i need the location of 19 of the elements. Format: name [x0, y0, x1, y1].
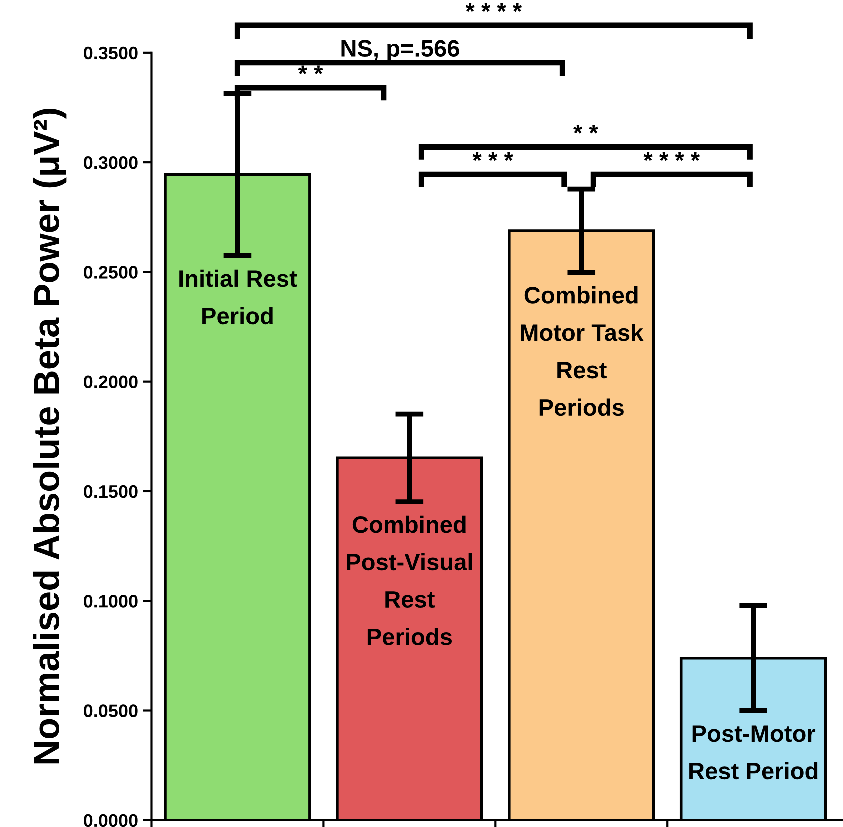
y-tick-label: 0.2000	[84, 376, 138, 389]
annotation: NS, p=.566	[342, 40, 460, 62]
x-tick-label: Post-Motor Rest Period	[690, 726, 818, 780]
x-tick-label: Combined Motor Task Rest Periods	[521, 286, 644, 416]
y-tick-label: 0.0000	[84, 814, 138, 827]
text: * * * *	[466, 3, 522, 12]
y-tick-label: 0.2500	[84, 266, 138, 279]
x-tick-label: Initial Rest Period	[180, 270, 298, 325]
annotation: * * *	[472, 152, 514, 162]
y-axis-title: Normalised Absolute Beta Power (μV²)	[33, 109, 67, 764]
y-tick-label: 0.1000	[84, 595, 138, 608]
y-tick-label: 0.3000	[84, 156, 138, 170]
annotation: * *	[298, 66, 324, 75]
y-tick-label: 0.3500	[84, 46, 138, 60]
y-tick-label: 0.0500	[84, 704, 138, 718]
annotation: * * * *	[644, 152, 700, 162]
x-tick-label: Combined Post-Visual Rest Periods	[347, 516, 472, 646]
annotation: * *	[574, 124, 598, 134]
y-tick-label: 0.1500	[84, 485, 138, 498]
